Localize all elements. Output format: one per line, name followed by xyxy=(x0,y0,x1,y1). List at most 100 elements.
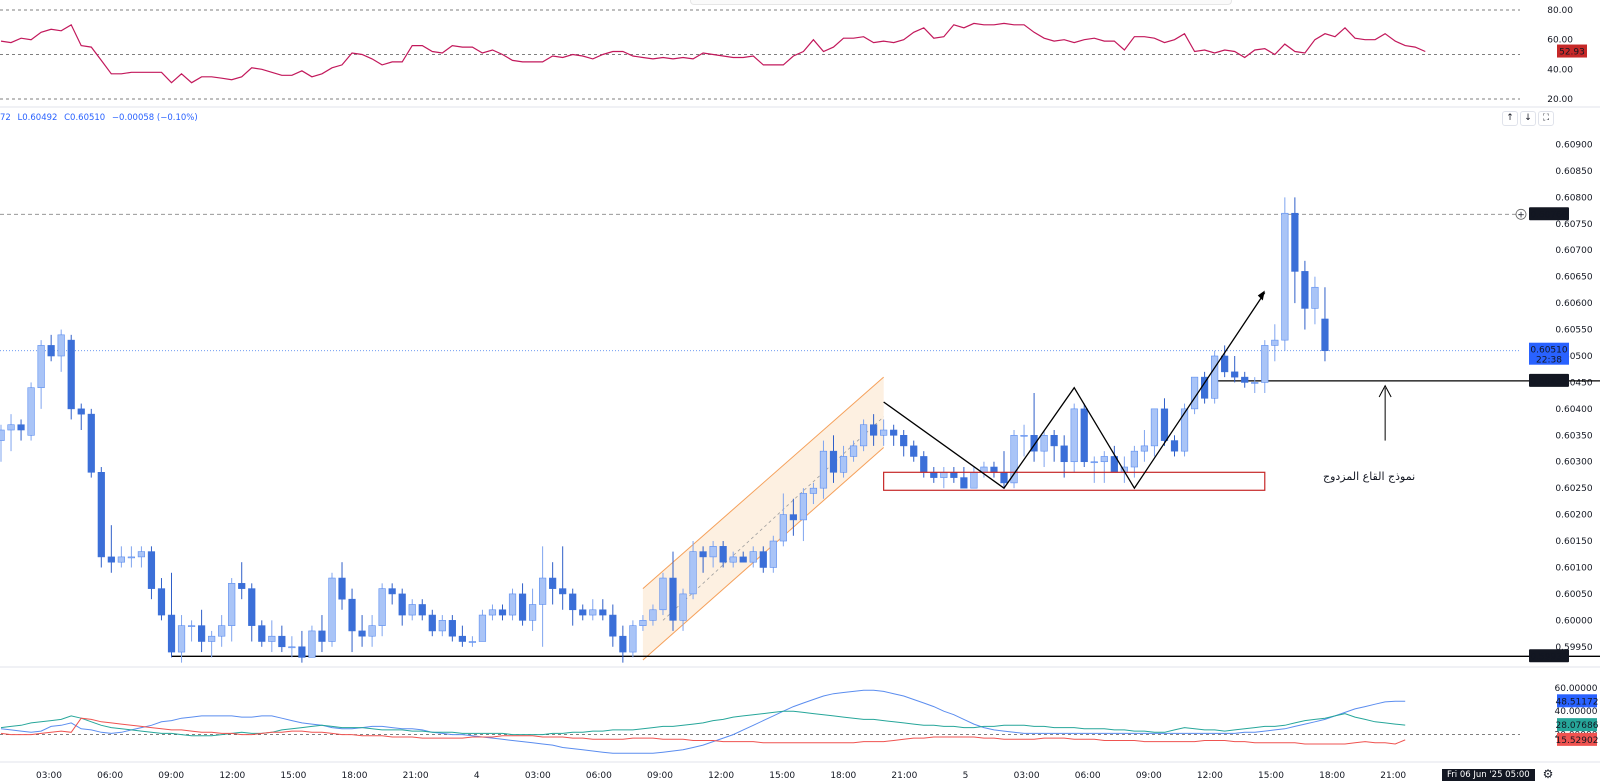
channel-upper-line xyxy=(642,376,884,589)
candle-body xyxy=(1130,450,1138,468)
candle-body xyxy=(1321,318,1329,352)
candle-body xyxy=(137,551,146,558)
add-alert-icon xyxy=(1515,208,1527,220)
scroll-up-button[interactable]: ↑ xyxy=(1502,111,1518,126)
candle xyxy=(438,615,446,637)
candle xyxy=(809,482,818,505)
candle xyxy=(870,414,878,446)
candle xyxy=(1140,430,1149,462)
bar-countdown-label: 22:38 xyxy=(1536,356,1562,366)
candle xyxy=(900,430,908,457)
candle xyxy=(539,546,547,647)
dmi-last-value: 15.52902 xyxy=(1556,736,1599,746)
candle-body xyxy=(508,593,517,616)
candle-body xyxy=(1311,286,1319,309)
candle xyxy=(157,578,166,621)
maximize-pane-button[interactable]: ⛶ xyxy=(1538,111,1554,126)
candle-body xyxy=(699,551,707,558)
candle xyxy=(308,625,316,658)
candle xyxy=(849,440,858,462)
candle xyxy=(328,572,336,647)
candle xyxy=(278,625,286,653)
gear-icon[interactable]: ⚙ xyxy=(1542,767,1554,781)
osc-tick-label: 40.00 xyxy=(1547,65,1573,75)
candle-body xyxy=(1030,434,1038,452)
candle xyxy=(940,467,948,489)
candle xyxy=(388,583,396,605)
candle xyxy=(508,588,517,621)
candle-body xyxy=(870,424,878,436)
candle-body xyxy=(87,413,95,473)
time-tick-label: 4 xyxy=(474,771,480,781)
price-tick-label: 0.60550 xyxy=(1555,326,1592,336)
time-tick-label: 12:00 xyxy=(708,771,734,781)
candle xyxy=(298,630,306,663)
candle-body xyxy=(1190,376,1199,410)
candle xyxy=(57,329,65,372)
candle xyxy=(418,599,426,621)
time-tick-label: 21:00 xyxy=(891,771,917,781)
candle-body xyxy=(749,551,757,563)
candle xyxy=(348,588,356,653)
candle-body xyxy=(549,577,557,589)
ohlc-change: −0.00058 (−0.10%) xyxy=(111,113,198,123)
candle xyxy=(498,604,507,621)
candle xyxy=(950,467,958,483)
candle xyxy=(970,467,978,489)
candle xyxy=(187,620,196,642)
price-tick-label: 0.60400 xyxy=(1555,405,1592,415)
candle xyxy=(87,408,95,478)
scroll-down-button[interactable]: ↓ xyxy=(1520,111,1536,126)
candle-body xyxy=(308,630,316,658)
candle xyxy=(1241,371,1249,388)
candle-body xyxy=(1301,271,1309,309)
candle-body xyxy=(1261,345,1269,383)
candle xyxy=(1321,287,1329,362)
osc-tick-label: 60.00 xyxy=(1547,36,1573,46)
candle xyxy=(1301,260,1309,330)
candle-body xyxy=(719,546,727,563)
candle xyxy=(117,546,125,568)
candle xyxy=(930,467,938,483)
candle xyxy=(1020,424,1028,457)
candle-body xyxy=(1050,434,1058,447)
candle-body xyxy=(1221,355,1229,373)
time-tick-label: 06:00 xyxy=(586,771,612,781)
candle-body xyxy=(498,609,507,616)
price-tick-label: 0.60850 xyxy=(1555,167,1592,177)
time-tick-label: 09:00 xyxy=(1136,771,1162,781)
candle-body xyxy=(77,408,85,415)
candle-body xyxy=(920,456,928,473)
candle-body xyxy=(629,625,637,653)
time-tick-label: 03:00 xyxy=(36,771,62,781)
candle xyxy=(1060,435,1068,478)
candle-body xyxy=(528,604,537,621)
double-bottom-w-path xyxy=(883,292,1266,490)
candle-body xyxy=(27,387,35,436)
candle-body xyxy=(358,630,366,637)
candle-body xyxy=(609,614,617,637)
candle xyxy=(218,615,226,647)
candle-body xyxy=(408,604,416,616)
price-tick-label: 0.60100 xyxy=(1555,563,1592,573)
candle xyxy=(127,546,135,568)
candle xyxy=(1170,435,1179,457)
crosshair-date-label: Fri 06 Jun '25 05:00 xyxy=(1442,769,1535,781)
osc-line xyxy=(0,22,1426,84)
candle-body xyxy=(579,609,587,616)
candle xyxy=(729,551,737,568)
candle xyxy=(288,636,296,658)
candle-body xyxy=(1251,382,1259,384)
candle xyxy=(208,630,216,658)
candle-body xyxy=(167,614,176,653)
time-tick-label: 18:00 xyxy=(342,771,368,781)
high-line-price-label-bg xyxy=(1529,207,1569,221)
candle xyxy=(1281,197,1289,351)
candle-body xyxy=(759,551,767,568)
candle-body xyxy=(1140,445,1149,452)
high-line-price-label: 0.60768 xyxy=(1530,210,1567,220)
candle xyxy=(67,334,75,420)
candle xyxy=(599,599,607,621)
candle xyxy=(198,609,206,653)
